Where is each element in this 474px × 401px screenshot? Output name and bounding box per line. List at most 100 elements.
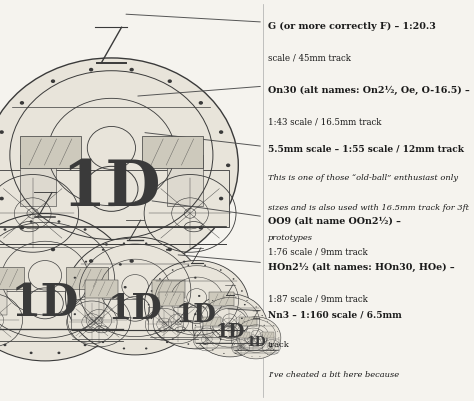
Circle shape <box>241 318 243 319</box>
Circle shape <box>273 325 274 326</box>
Circle shape <box>203 306 204 308</box>
Circle shape <box>102 341 104 343</box>
Circle shape <box>220 338 222 340</box>
Text: G (or more correctly F) – 1:20.3: G (or more correctly F) – 1:20.3 <box>268 22 436 31</box>
Circle shape <box>85 329 87 331</box>
Text: sizes and is also used with 16.5mm track for 3ft: sizes and is also used with 16.5mm track… <box>268 204 469 212</box>
Circle shape <box>183 261 185 263</box>
FancyBboxPatch shape <box>220 300 234 322</box>
Circle shape <box>70 295 72 297</box>
FancyBboxPatch shape <box>20 136 81 168</box>
Circle shape <box>83 344 87 346</box>
Circle shape <box>195 325 196 326</box>
Circle shape <box>0 197 4 200</box>
Circle shape <box>199 226 203 230</box>
FancyBboxPatch shape <box>246 322 257 337</box>
Circle shape <box>235 297 237 298</box>
Circle shape <box>197 334 198 336</box>
Text: 1D: 1D <box>246 336 266 349</box>
Circle shape <box>73 313 76 315</box>
Circle shape <box>267 321 268 322</box>
Circle shape <box>172 269 173 271</box>
Circle shape <box>145 347 147 349</box>
Circle shape <box>124 286 127 288</box>
Circle shape <box>166 341 168 343</box>
Text: Nn3 – 1:160 scale / 6.5mm: Nn3 – 1:160 scale / 6.5mm <box>268 311 401 320</box>
Text: 1:43 scale / 16.5mm track: 1:43 scale / 16.5mm track <box>268 117 381 127</box>
FancyBboxPatch shape <box>0 267 24 290</box>
Circle shape <box>145 243 147 245</box>
Text: 1D: 1D <box>11 282 79 325</box>
Circle shape <box>57 220 61 223</box>
FancyBboxPatch shape <box>0 280 7 315</box>
Text: scale / 45mm track: scale / 45mm track <box>268 53 351 63</box>
FancyBboxPatch shape <box>85 279 118 298</box>
Circle shape <box>198 295 201 297</box>
Text: HOn2½ (alt names: HOn30, HOe) –: HOn2½ (alt names: HOn30, HOe) – <box>268 263 455 272</box>
Circle shape <box>244 321 245 322</box>
Text: 1D: 1D <box>108 292 163 326</box>
Circle shape <box>267 354 268 355</box>
Circle shape <box>20 101 24 105</box>
Text: track: track <box>268 341 290 349</box>
Circle shape <box>197 315 198 316</box>
Circle shape <box>246 300 248 301</box>
FancyBboxPatch shape <box>66 267 108 290</box>
Circle shape <box>129 68 134 71</box>
Text: 1:76 scale / 9mm track: 1:76 scale / 9mm track <box>268 248 367 257</box>
Circle shape <box>255 306 257 308</box>
Circle shape <box>244 304 246 306</box>
Circle shape <box>183 329 185 331</box>
FancyBboxPatch shape <box>20 155 55 206</box>
Circle shape <box>262 334 263 336</box>
Circle shape <box>277 344 278 345</box>
FancyBboxPatch shape <box>0 291 126 329</box>
Circle shape <box>102 249 104 251</box>
Circle shape <box>83 228 87 231</box>
Circle shape <box>168 79 172 83</box>
Circle shape <box>105 243 108 246</box>
Circle shape <box>105 329 108 331</box>
Circle shape <box>264 325 265 326</box>
FancyBboxPatch shape <box>85 290 104 318</box>
Circle shape <box>168 247 172 251</box>
FancyBboxPatch shape <box>167 155 203 206</box>
Text: On30 (alt names: On2½, Oe, O-16.5) –: On30 (alt names: On2½, Oe, O-16.5) – <box>268 86 470 95</box>
Circle shape <box>194 277 197 279</box>
Text: 1D: 1D <box>62 158 161 219</box>
Circle shape <box>223 297 225 298</box>
FancyBboxPatch shape <box>142 136 203 168</box>
Circle shape <box>277 331 278 332</box>
Circle shape <box>244 354 245 355</box>
Ellipse shape <box>192 294 267 357</box>
Circle shape <box>194 313 197 315</box>
Circle shape <box>148 304 149 306</box>
Text: 1D: 1D <box>176 302 217 327</box>
Circle shape <box>151 318 153 319</box>
Ellipse shape <box>65 237 205 355</box>
Circle shape <box>219 197 223 200</box>
Circle shape <box>187 343 189 345</box>
Circle shape <box>3 344 7 346</box>
Circle shape <box>159 278 161 280</box>
Circle shape <box>220 269 222 271</box>
Circle shape <box>238 325 239 326</box>
Circle shape <box>29 352 33 354</box>
FancyBboxPatch shape <box>233 339 279 350</box>
Ellipse shape <box>0 58 238 273</box>
Circle shape <box>262 315 263 316</box>
Ellipse shape <box>231 317 281 359</box>
FancyBboxPatch shape <box>159 300 173 322</box>
FancyBboxPatch shape <box>239 317 257 326</box>
Circle shape <box>252 356 253 357</box>
Text: OO9 (alt name OOn2½) –: OO9 (alt name OOn2½) – <box>268 217 401 225</box>
Circle shape <box>123 243 125 245</box>
FancyBboxPatch shape <box>209 292 234 306</box>
Circle shape <box>233 278 235 280</box>
Circle shape <box>187 265 189 266</box>
Circle shape <box>57 352 61 354</box>
Ellipse shape <box>145 261 249 349</box>
Circle shape <box>199 101 203 105</box>
Circle shape <box>252 319 253 320</box>
Circle shape <box>89 259 93 263</box>
